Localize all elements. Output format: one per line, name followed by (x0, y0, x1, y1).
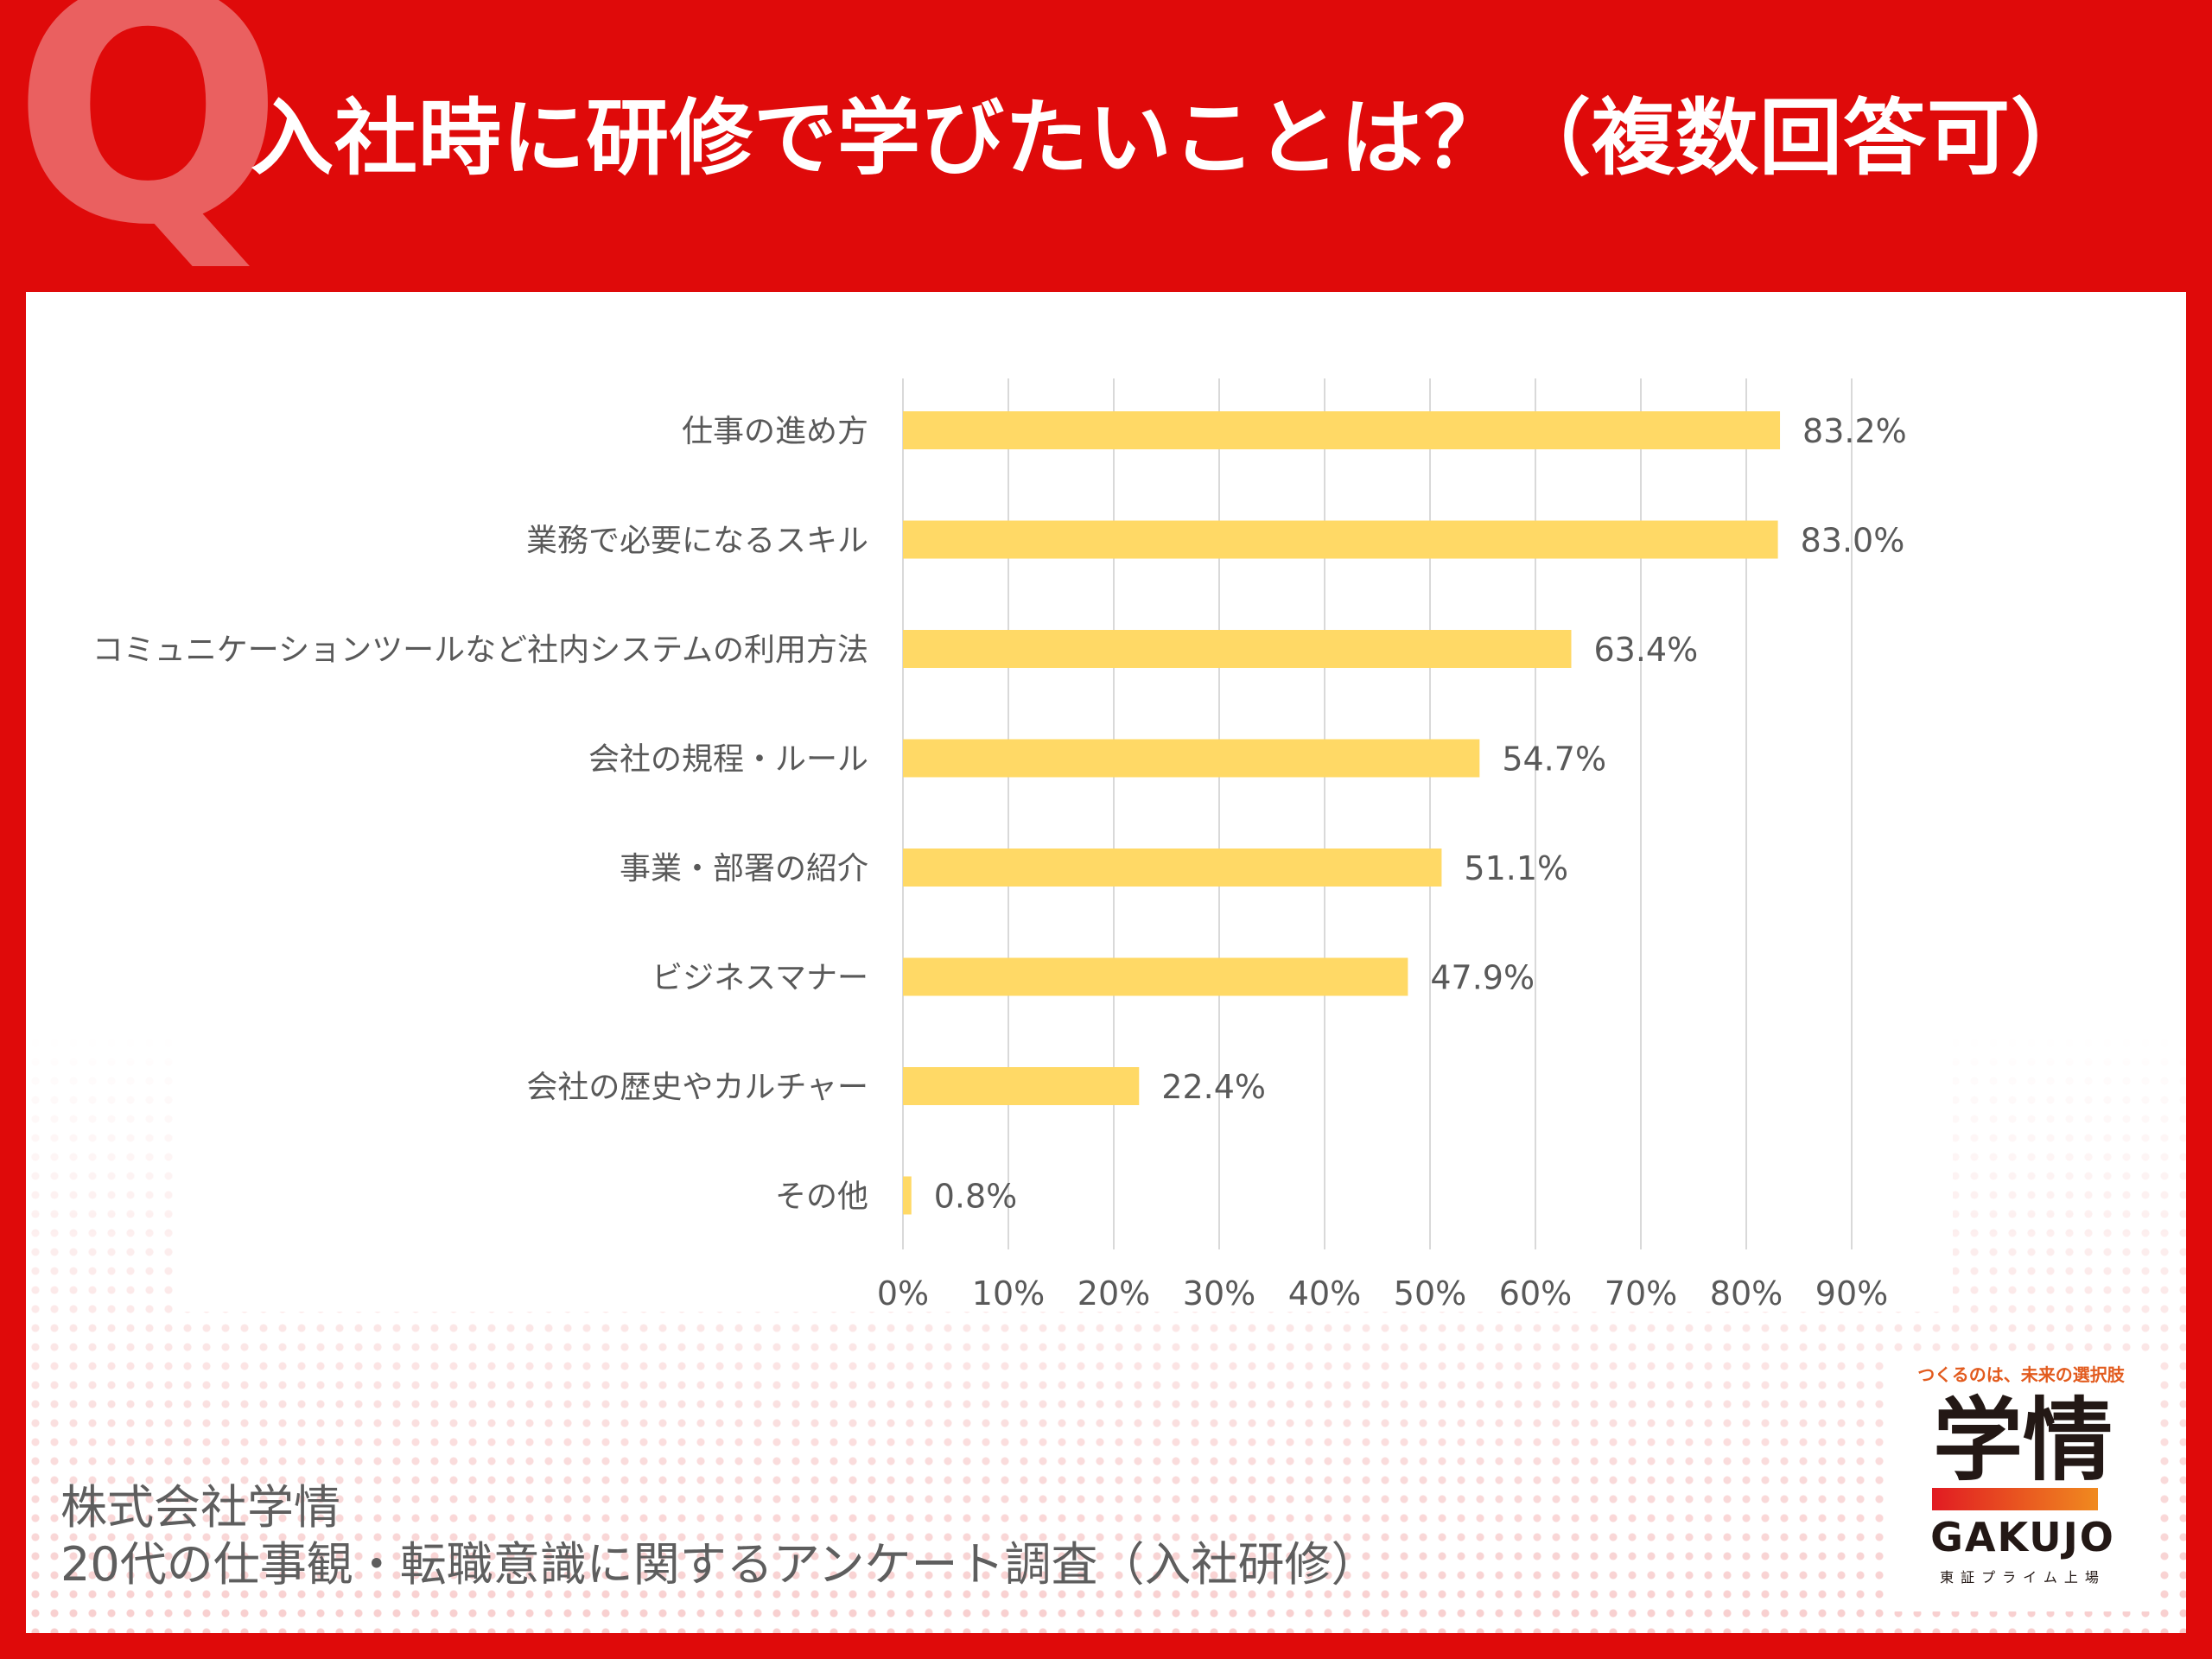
source-company: 株式会社学情 (60, 1480, 340, 1535)
x-tick-label: 60% (1499, 1274, 1572, 1313)
page-title: 入社時に研修で学びたいことは？（複数回答可） (251, 90, 2094, 187)
bar (903, 411, 1781, 449)
bar (903, 1176, 912, 1215)
category-label: その他 (775, 1179, 868, 1215)
x-tick-label: 30% (1183, 1274, 1255, 1313)
x-tick-label: 90% (1815, 1274, 1888, 1313)
data-label: 22.4% (1161, 1068, 1266, 1106)
content-panel: 0% 10% 20% 30% 40% 50% 60% 70% 80% 90% 仕事の進め方 83.2%… (26, 292, 2186, 1633)
q-mark: Q (12, 0, 284, 296)
source-survey: 20代の仕事観・転職意識に関するアンケート調査（入社研修） (60, 1537, 1378, 1592)
category-label: 会社の歴史やカルチャー (526, 1070, 868, 1105)
data-label: 83.2% (1802, 412, 1907, 450)
logo-name: GAKUJO (1930, 1514, 2115, 1560)
category-label: 仕事の進め方 (682, 414, 868, 449)
category-label: コミュニケーションツールなど社内システムの利用方法 (92, 632, 868, 668)
logo-tagline: つくるのは、未来の選択肢 (1917, 1364, 2125, 1385)
x-tick-label: 50% (1394, 1274, 1466, 1313)
gridlines (902, 378, 1853, 1249)
source-caption: 株式会社学情 20代の仕事観・転職意識に関するアンケート調査（入社研修） (60, 1479, 1378, 1593)
bars (903, 411, 1781, 1215)
data-label: 54.7% (1502, 741, 1606, 779)
bar (903, 630, 1572, 668)
x-tick-label: 40% (1288, 1274, 1361, 1313)
bar (903, 957, 1408, 996)
category-label: 会社の規程・ルール (588, 742, 868, 778)
category-label: 事業・部署の紹介 (620, 851, 868, 887)
header: Q 入社時に研修で学びたいことは？（複数回答可） (0, 0, 2212, 292)
bar (903, 849, 1442, 887)
x-tick-label: 20% (1077, 1274, 1150, 1313)
labels: 0% 10% 20% 30% 40% 50% 60% 70% 80% 90% 仕事の進め方 83.2%… (92, 412, 1907, 1313)
chart-area (181, 361, 1953, 1312)
x-tick-label: 0% (877, 1274, 929, 1313)
gakujo-logo (1892, 1352, 2152, 1611)
logo-kanji: 学情 (1932, 1388, 2113, 1493)
data-label: 51.1% (1464, 849, 1568, 887)
logo-subtitle: 東証プライム上場 (1940, 1569, 2106, 1586)
bar (903, 520, 1778, 559)
bar (903, 1067, 1140, 1105)
x-tick-label: 10% (972, 1274, 1045, 1313)
category-label: ビジネスマナー (652, 961, 868, 996)
data-label: 47.9% (1430, 959, 1535, 997)
data-label: 83.0% (1801, 522, 1905, 560)
category-label: 業務で必要になるスキル (526, 524, 868, 559)
data-label: 63.4% (1593, 631, 1698, 669)
x-tick-label: 70% (1605, 1274, 1677, 1313)
bar-chart: 0% 10% 20% 30% 40% 50% 60% 70% 80% 90% 仕事の進め方 83.2%… (92, 378, 1907, 1313)
data-label: 0.8% (934, 1178, 1018, 1216)
x-tick-label: 80% (1710, 1274, 1783, 1313)
bar (903, 739, 1480, 778)
logo-gradient-bar (1932, 1488, 2098, 1510)
